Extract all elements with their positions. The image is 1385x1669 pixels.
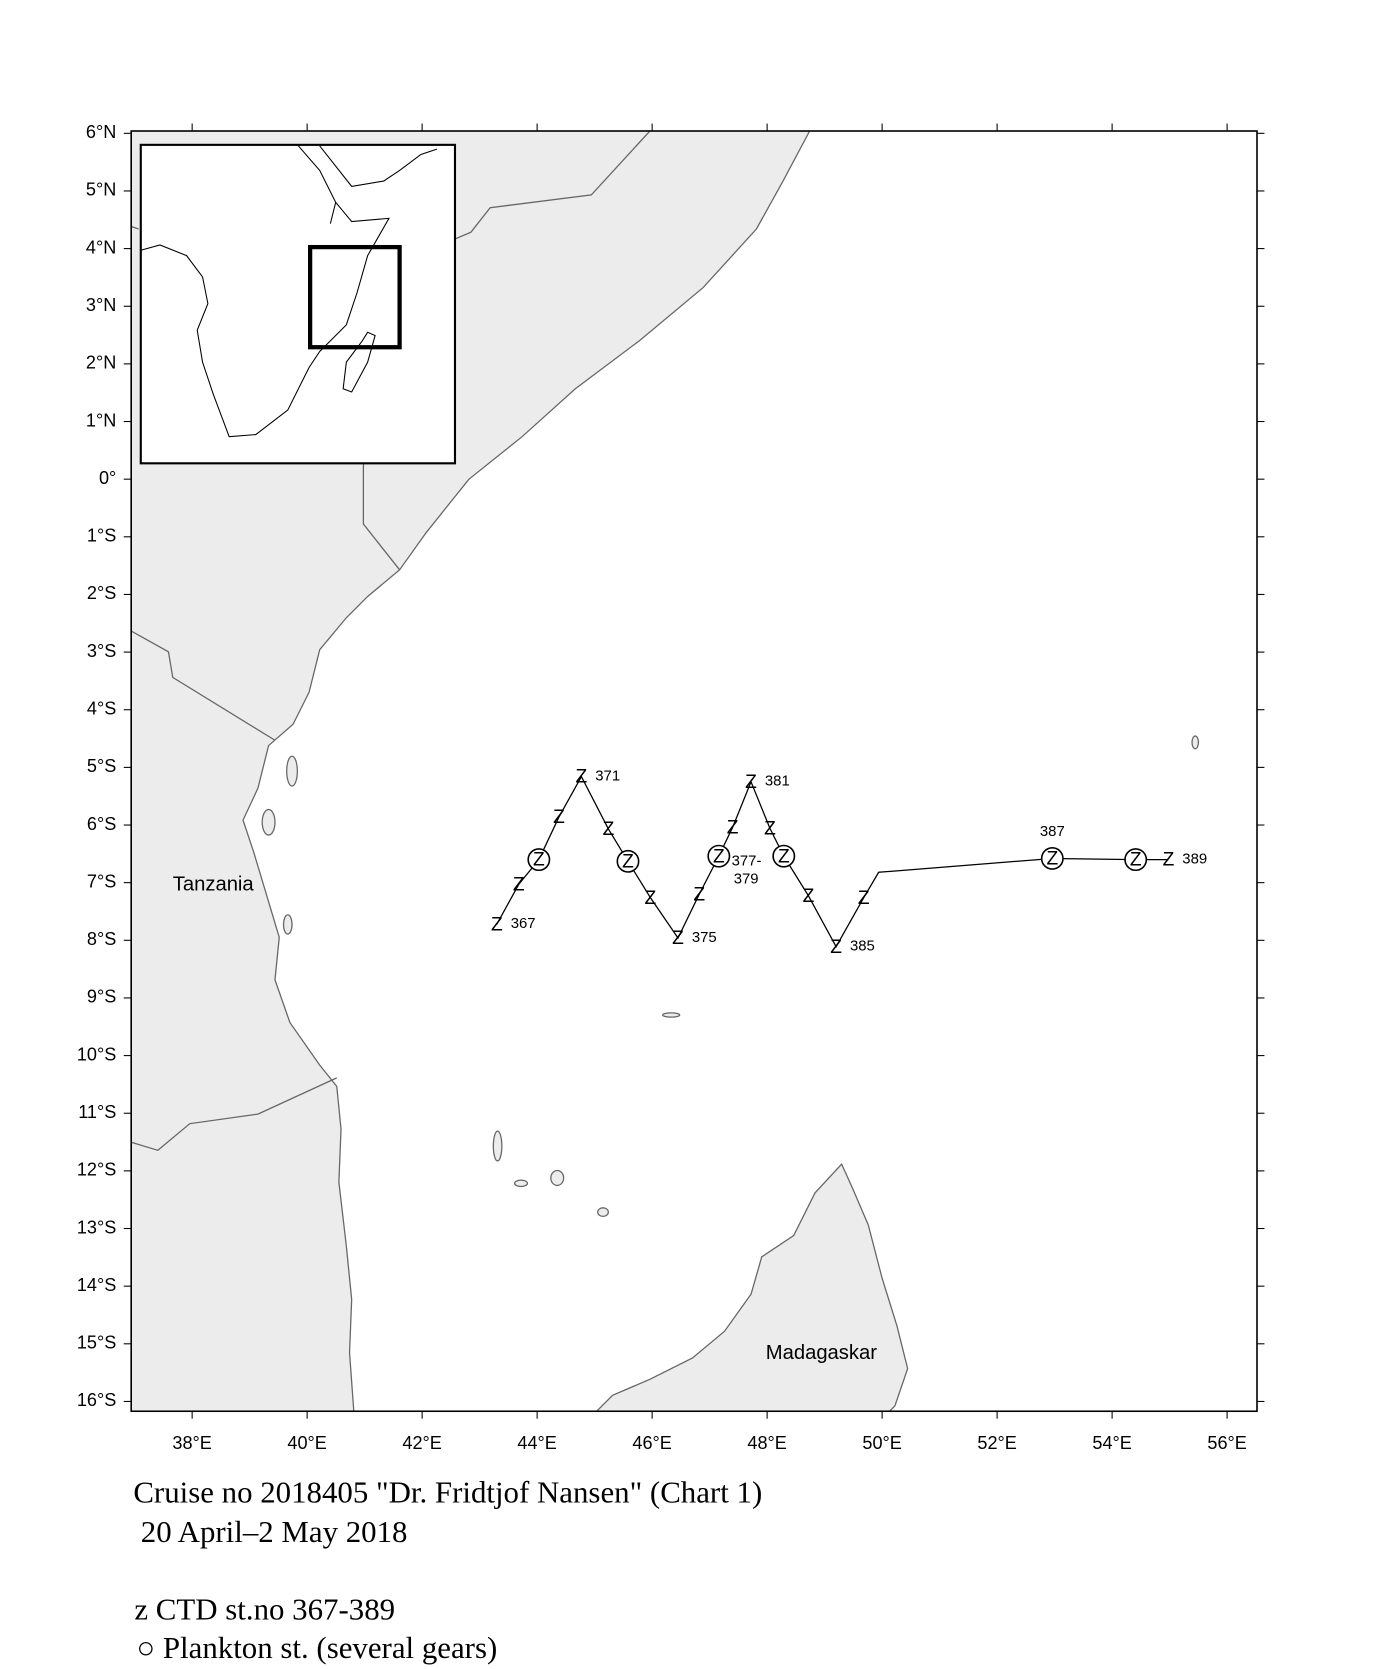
ctd-station: Z (553, 807, 565, 828)
x-tick-label: 50°E (862, 1433, 901, 1453)
ctd-station: Z (672, 928, 684, 949)
island (550, 1169, 565, 1187)
ctd-station: Z (1046, 849, 1058, 870)
y-tick-label: 2°N (86, 353, 116, 373)
plankton-station (772, 844, 796, 868)
ctd-station: Z (513, 875, 525, 896)
legend-entry: ○ Plankton st. (several gears) (137, 1630, 498, 1665)
y-tick-label: 4°S (87, 699, 116, 719)
inset-box (308, 244, 402, 350)
y-tick-label: 5°S (87, 756, 116, 776)
island (286, 755, 298, 787)
y-tick-label: 6°S (87, 814, 116, 834)
place-label: Madagaskar (766, 1342, 878, 1364)
inset-frame (139, 143, 457, 465)
ctd-station: Z (533, 850, 545, 871)
x-tick-label: 38°E (172, 1433, 211, 1453)
island (282, 914, 293, 935)
plankton-station (527, 848, 551, 872)
borders (131, 630, 276, 741)
ctd-station: Z (491, 914, 503, 935)
station-label: 367 (511, 916, 536, 932)
borders (131, 225, 139, 230)
station-label: 385 (850, 939, 875, 955)
track (496, 775, 1169, 948)
station-label: 375 (692, 930, 717, 946)
plankton-station (616, 849, 640, 873)
borders (131, 1077, 338, 1152)
y-tick-label: 14°S (77, 1275, 116, 1295)
ctd-station: Z (693, 884, 705, 905)
caption: 20 April–2 May 2018 (141, 1514, 408, 1549)
ctd-station: Z (778, 846, 790, 867)
island (513, 1179, 529, 1188)
inset (139, 143, 457, 465)
ctd-station: Z (622, 851, 634, 872)
ctd-station: Z (764, 819, 776, 840)
ctd-station: Z (645, 888, 657, 909)
plankton-station (707, 844, 731, 868)
station-label: 371 (595, 769, 620, 785)
y-tick-label: 16°S (77, 1390, 116, 1410)
y-tick-label: 5°N (86, 180, 116, 200)
caption: Cruise no 2018405 "Dr. Fridtjof Nansen" … (133, 1474, 762, 1509)
place-label: Tanzania (173, 873, 255, 895)
y-tick-label: 7°S (87, 871, 116, 891)
y-tick-label: 10°S (77, 1044, 116, 1064)
ctd-station: Z (1163, 850, 1175, 871)
island (1191, 735, 1200, 750)
x-tick-label: 40°E (287, 1433, 326, 1453)
y-tick-label: 9°S (87, 987, 116, 1007)
y-tick-label: 8°S (87, 929, 116, 949)
x-tick-label: 44°E (517, 1433, 556, 1453)
y-tick-label: 1°S (87, 526, 116, 546)
station-label: 377- (732, 853, 762, 869)
station-label: 381 (765, 774, 790, 790)
y-tick-label: 6°N (86, 122, 116, 142)
y-tick-label: 4°N (86, 237, 116, 257)
y-tick-label: 3°N (86, 295, 116, 315)
frame (130, 130, 1258, 1413)
ctd-station: Z (576, 767, 588, 788)
island (597, 1207, 609, 1217)
x-tick-label: 42°E (402, 1433, 441, 1453)
y-tick-label: 1°N (86, 410, 116, 430)
station-label: 379 (734, 872, 759, 888)
x-tick-label: 48°E (747, 1433, 786, 1453)
madagascar (595, 1163, 909, 1412)
ctd-station: Z (803, 886, 815, 907)
x-tick-label: 56°E (1207, 1433, 1246, 1453)
ctd-station: Z (713, 846, 725, 867)
x-tick-label: 54°E (1092, 1433, 1131, 1453)
legend-entry: z CTD st.no 367-389 (134, 1592, 395, 1627)
x-tick-label: 52°E (977, 1433, 1016, 1453)
ctd-station: Z (1130, 850, 1142, 871)
plankton-station (1040, 847, 1064, 870)
ctd-station: Z (745, 772, 757, 793)
ctd-station: Z (727, 817, 739, 838)
island (492, 1130, 503, 1162)
island (662, 1012, 681, 1018)
plankton-station (1124, 848, 1148, 872)
ctd-station: Z (858, 888, 870, 909)
y-tick-label: 0° (99, 468, 116, 488)
ctd-station: Z (830, 937, 842, 958)
station-label: 389 (1182, 852, 1207, 868)
y-tick-label: 2°S (87, 583, 116, 603)
y-tick-label: 15°S (77, 1333, 116, 1353)
island (261, 808, 276, 836)
inset-coast (140, 145, 438, 438)
ctd-station: Z (603, 819, 615, 840)
y-tick-label: 11°S (78, 1102, 116, 1122)
y-tick-label: 13°S (77, 1217, 116, 1237)
x-tick-label: 46°E (632, 1433, 671, 1453)
y-tick-label: 12°S (77, 1160, 116, 1180)
station-label: 387 (1040, 824, 1065, 840)
y-tick-label: 3°S (87, 641, 116, 661)
